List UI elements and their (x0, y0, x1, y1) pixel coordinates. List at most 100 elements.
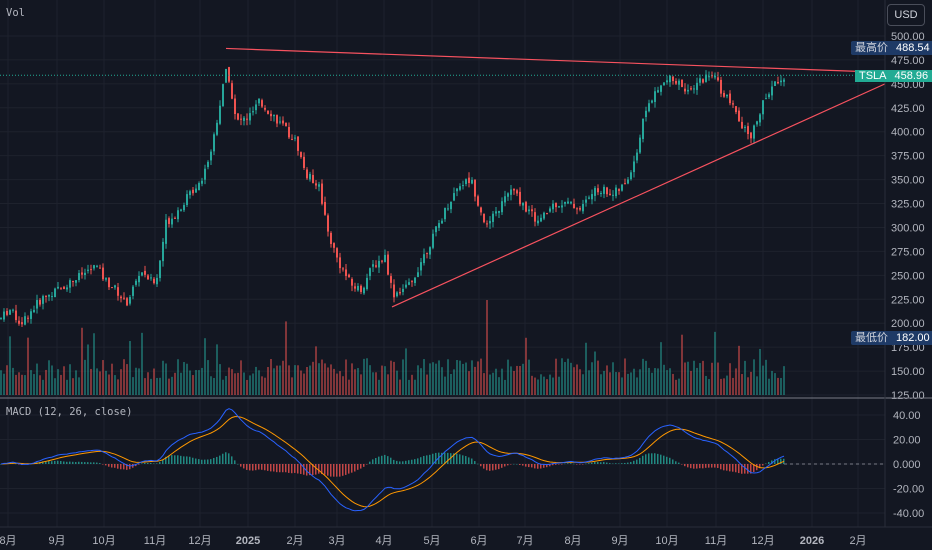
candle-body (603, 186, 605, 194)
macd-histogram-bar (618, 463, 620, 464)
volume-bar (303, 373, 305, 395)
volume-bar (723, 378, 725, 395)
volume-bar (78, 377, 80, 395)
volume-bar (540, 374, 542, 395)
candle-body (339, 257, 341, 269)
macd-histogram-bar (600, 462, 602, 464)
macd-histogram-bar (396, 460, 398, 464)
macd-histogram-bar (57, 460, 59, 464)
volume-bar (756, 376, 758, 395)
volume-bar (774, 373, 776, 395)
candle-body (120, 296, 122, 299)
macd-histogram-bar (240, 464, 242, 467)
candle-body (666, 80, 668, 83)
volume-bar (531, 375, 533, 395)
macd-pane (0, 408, 885, 512)
candle-body (756, 121, 758, 125)
candle-body (288, 127, 290, 138)
volume-bar (648, 367, 650, 395)
volume-bar (168, 378, 170, 395)
macd-histogram-bar (780, 458, 782, 464)
candle-body (663, 82, 665, 86)
macd-histogram-bar (294, 464, 296, 473)
volume-bar (498, 377, 500, 395)
volume-bar (99, 371, 101, 395)
candle-body (210, 151, 212, 161)
volume-bar (246, 379, 248, 395)
volume-bar (726, 375, 728, 395)
time-tick-label: 4月 (375, 535, 392, 547)
macd-histogram-bar (111, 464, 113, 468)
macd-histogram-bar (570, 463, 572, 464)
macd-histogram-bar (669, 457, 671, 464)
macd-histogram-bar (663, 455, 665, 464)
candle-body (435, 226, 437, 233)
all-time-low-tag: 最低价 182.00 (851, 331, 932, 345)
candle-body (243, 117, 245, 121)
candle-body (393, 284, 395, 298)
candlesticks[interactable] (0, 66, 785, 327)
volume-bar (420, 368, 422, 395)
volume-bar (54, 378, 56, 395)
volume-bar (105, 370, 107, 395)
macd-histogram-bar (357, 464, 359, 470)
volume-bar (444, 376, 446, 395)
macd-histogram-bar (231, 456, 233, 464)
macd-histogram-bar (735, 464, 737, 473)
macd-histogram-bar (222, 453, 224, 464)
candle-body (162, 241, 164, 262)
volume-bar (366, 358, 368, 395)
candle-body (591, 194, 593, 200)
macd-histogram-bar (186, 456, 188, 464)
candle-body (372, 264, 374, 267)
volume-bar (558, 376, 560, 395)
volume-bar (261, 376, 263, 395)
macd-histogram-bar (159, 462, 161, 464)
volume-bar (141, 332, 143, 395)
volume-bar (735, 368, 737, 395)
volume-bar (336, 373, 338, 395)
candle-body (582, 203, 584, 212)
volume-bar (357, 368, 359, 395)
candle-body (351, 278, 353, 286)
volume-bar (327, 367, 329, 395)
macd-histogram-bar (156, 463, 158, 464)
macd-histogram-bar (93, 462, 95, 464)
macd-histogram-bar (228, 453, 230, 464)
volume-bar (423, 359, 425, 395)
currency-button[interactable]: USD (887, 4, 925, 26)
candle-body (387, 254, 389, 275)
macd-histogram-bar (702, 464, 704, 469)
volume-bar (138, 368, 140, 395)
volume-bar (63, 366, 65, 395)
candle-body (279, 121, 281, 123)
price-tick-label: 300.00 (891, 222, 925, 234)
macd-histogram-bar (54, 460, 56, 464)
candle-body (138, 275, 140, 283)
macd-histogram-bar (750, 464, 752, 474)
volume-bar (750, 371, 752, 395)
all-time-high-tag: 最高价 488.54 (851, 41, 932, 55)
candle-body (87, 269, 89, 271)
volume-bar (684, 362, 686, 395)
macd-histogram-bar (264, 464, 266, 471)
candle-body (315, 183, 317, 186)
atl-value: 182.00 (896, 332, 930, 344)
macd-histogram-bar (72, 461, 74, 464)
volume-bar (762, 365, 764, 395)
macd-histogram-bar (696, 464, 698, 469)
candle-body (27, 317, 29, 319)
candle-body (405, 284, 407, 288)
macd-histogram-bar (678, 462, 680, 464)
volume-bar (186, 363, 188, 395)
macd-line (0, 408, 785, 512)
candle-body (54, 288, 56, 298)
macd-histogram-bar (597, 461, 599, 464)
macd-histogram-bar (309, 464, 311, 476)
volume-bar (510, 366, 512, 395)
price-tick-label: 250.00 (891, 270, 925, 282)
candle-body (90, 269, 92, 271)
price-tick-label: 200.00 (891, 318, 925, 330)
trendlines[interactable] (225, 47, 886, 308)
